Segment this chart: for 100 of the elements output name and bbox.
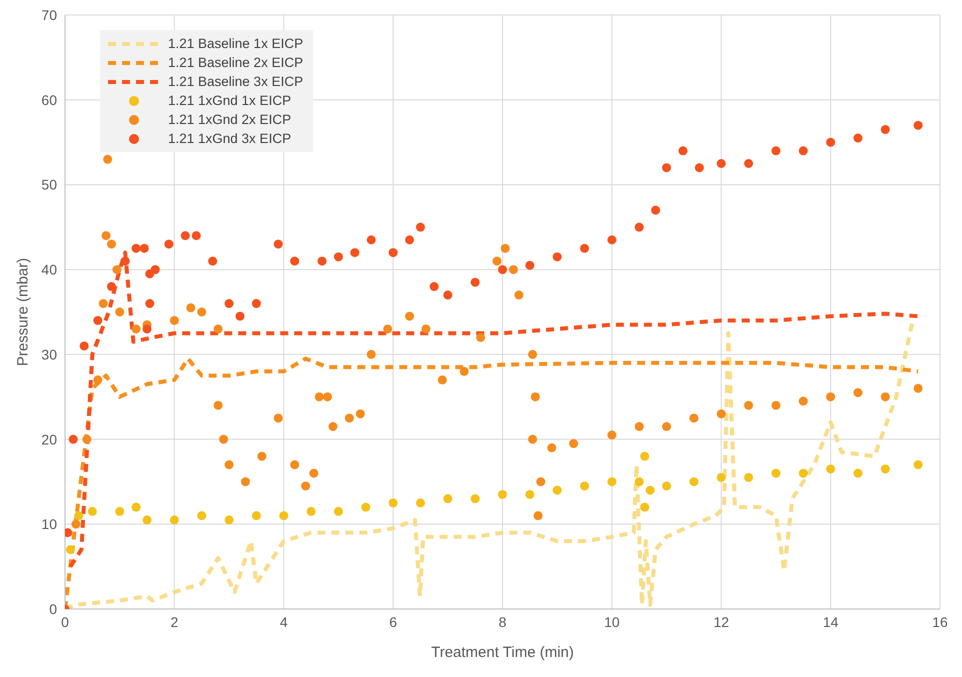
point <box>344 414 354 423</box>
point <box>334 252 343 262</box>
point <box>214 400 223 410</box>
point <box>694 163 704 172</box>
point <box>74 511 84 520</box>
point <box>689 414 698 423</box>
point <box>547 443 556 452</box>
point <box>716 159 726 168</box>
point <box>470 494 480 504</box>
point <box>492 256 502 266</box>
point <box>115 308 124 316</box>
y-tick-label: 0 <box>49 600 58 617</box>
point <box>257 452 266 461</box>
legend-label: 1.21 1xGnd 2x EICP <box>168 112 292 127</box>
point <box>826 392 836 402</box>
point <box>306 506 316 516</box>
point <box>290 460 300 470</box>
point <box>508 265 518 274</box>
point <box>640 452 650 461</box>
point <box>197 308 206 316</box>
point <box>180 231 190 240</box>
point <box>880 392 890 402</box>
point <box>430 282 439 292</box>
point <box>98 299 108 308</box>
point <box>132 502 141 512</box>
point <box>514 290 524 300</box>
legend-label: 1.21 Baseline 3x EICP <box>168 74 304 89</box>
point <box>744 472 754 482</box>
point <box>208 256 218 266</box>
point <box>106 282 116 292</box>
point <box>798 468 808 478</box>
point <box>460 366 469 376</box>
point <box>274 240 283 249</box>
point <box>219 434 228 444</box>
point <box>662 422 672 432</box>
point <box>140 244 149 253</box>
point <box>634 477 644 486</box>
point <box>771 400 780 410</box>
point <box>150 265 160 274</box>
point <box>301 481 310 490</box>
legend-label: 1.21 Baseline 1x EICP <box>168 36 304 51</box>
point <box>274 414 283 423</box>
point <box>224 515 234 524</box>
point <box>914 460 923 470</box>
point <box>112 265 122 274</box>
point <box>651 206 660 215</box>
y-tick-label: 40 <box>41 262 58 278</box>
point <box>170 515 179 524</box>
point <box>252 511 261 520</box>
x-tick-label: 16 <box>932 614 948 630</box>
x-tick-label: 8 <box>498 614 507 630</box>
point <box>115 506 124 516</box>
point <box>421 324 430 334</box>
point <box>607 235 616 244</box>
point <box>103 154 112 164</box>
y-tick-label: 20 <box>41 431 58 448</box>
point <box>318 256 327 266</box>
point <box>634 222 644 232</box>
x-tick-label: 0 <box>61 614 70 630</box>
point <box>678 146 688 156</box>
legend-label: 1.21 Baseline 2x EICP <box>168 55 304 70</box>
point <box>798 146 808 156</box>
point <box>744 159 754 168</box>
point <box>534 511 543 520</box>
point <box>569 439 578 448</box>
point <box>640 502 650 512</box>
point <box>170 316 179 325</box>
point <box>716 409 726 418</box>
x-tick-label: 6 <box>389 614 398 630</box>
point <box>361 502 370 512</box>
point <box>853 388 862 398</box>
point <box>120 256 130 266</box>
y-axis-title: Pressure (mbar) <box>14 258 32 366</box>
point <box>552 486 562 495</box>
point <box>164 240 174 249</box>
point <box>192 231 201 240</box>
point <box>528 350 538 359</box>
point <box>552 252 562 262</box>
y-tick-label: 30 <box>41 346 58 362</box>
point <box>438 375 447 384</box>
point <box>290 256 300 266</box>
point <box>853 468 862 478</box>
point <box>536 477 546 486</box>
point <box>224 460 234 470</box>
point <box>476 332 486 342</box>
point <box>356 409 365 418</box>
point <box>323 392 332 402</box>
legend-label: 1.21 1xGnd 3x EICP <box>168 131 292 146</box>
point <box>388 248 398 258</box>
x-tick-label: 12 <box>713 614 730 630</box>
point <box>880 464 890 474</box>
y-tick-label: 10 <box>41 516 58 532</box>
y-tick-label: 60 <box>41 92 58 108</box>
point <box>443 290 452 300</box>
point <box>470 278 480 287</box>
point <box>662 481 672 490</box>
point <box>443 494 452 504</box>
point <box>798 396 808 406</box>
point <box>314 392 324 402</box>
point <box>689 477 698 486</box>
